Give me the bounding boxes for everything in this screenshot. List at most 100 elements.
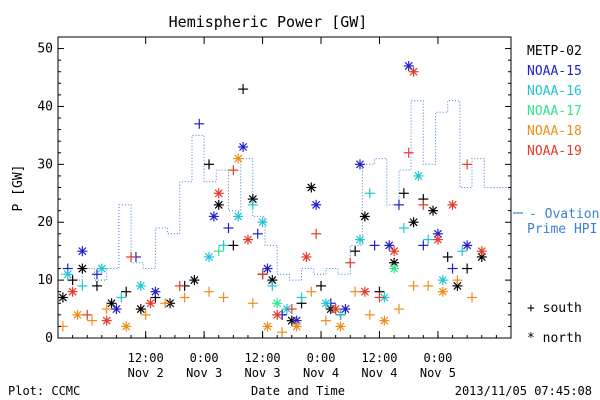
noaa-16-point (267, 280, 278, 291)
legend-ovation-label-1: - Ovation (529, 207, 599, 222)
noaa-19-point (286, 304, 297, 315)
noaa-19-point (359, 286, 370, 297)
metp-02-point (442, 251, 453, 262)
noaa-16-point (257, 217, 268, 228)
noaa-16-point (398, 223, 409, 234)
noaa-18-point (467, 292, 478, 303)
y-tick-label: 0 (45, 331, 53, 346)
x-tick-label-date: Nov 2 (128, 366, 164, 380)
legend-entry-noaa-17: NOAA-17 (527, 104, 582, 119)
metp-02-point (121, 286, 132, 297)
noaa-15-point (384, 240, 395, 251)
noaa-17-point (272, 298, 283, 309)
noaa-15-point (462, 240, 473, 251)
noaa-19-point (67, 286, 78, 297)
noaa-18-point (121, 321, 132, 332)
x-tick-label-time: 12:00 (361, 351, 397, 365)
noaa-15-point (355, 159, 365, 170)
plot-area (57, 36, 512, 339)
y-tick-label: 20 (37, 215, 53, 230)
noaa-15-point (194, 118, 205, 129)
noaa-15-point (262, 263, 273, 274)
noaa-16-point (135, 280, 146, 291)
noaa-19-point (374, 292, 385, 303)
y-tick-label: 30 (37, 157, 53, 172)
noaa-19-point (126, 251, 137, 262)
noaa-19-point (257, 269, 268, 280)
noaa-16-point (335, 309, 346, 320)
metp-02-point (189, 275, 200, 286)
metp-02-point (398, 188, 409, 199)
noaa-16-point (413, 170, 424, 181)
noaa-18-point (393, 304, 404, 315)
footer-source: Plot: CCMC (8, 384, 80, 398)
x-tick-label-time: 0:00 (307, 351, 336, 365)
legend: METP-02 NOAA-15 NOAA-16 NOAA-17 NOAA-18 NOAA-… (513, 44, 599, 346)
metp-02-point (316, 280, 327, 291)
noaa-16-point (423, 234, 434, 245)
noaa-18-point (408, 280, 419, 291)
x-tick-label-time: 12:00 (128, 351, 164, 365)
noaa-16-point (77, 280, 88, 291)
x-tick-label-date: Nov 3 (245, 366, 281, 380)
noaa-19-point (345, 257, 356, 268)
x-tick-label-date: Nov 3 (186, 366, 222, 380)
legend-entry-noaa-15: NOAA-15 (527, 64, 582, 79)
noaa-19-point (418, 199, 429, 210)
chart-title: Hemispheric Power [GW] (169, 13, 368, 31)
y-tick-label: 50 (37, 42, 53, 57)
noaa-19-point (403, 147, 414, 158)
noaa-15-point (369, 240, 380, 251)
noaa-18-point (101, 304, 112, 315)
legend-marker-south: + south (527, 301, 582, 316)
legend-entry-noaa-16: NOAA-16 (527, 84, 582, 99)
legend-ovation-label-2: Prime HPI (527, 222, 597, 237)
metp-02-point (428, 205, 439, 216)
metp-02-point (359, 211, 370, 222)
noaa-15-point (340, 304, 351, 315)
noaa-18-point (204, 286, 214, 297)
x-tick-label-time: 0:00 (423, 351, 452, 365)
x-tick-label-date: Nov 4 (303, 366, 339, 380)
noaa-17-point (389, 263, 400, 274)
noaa-15-point (447, 263, 458, 274)
footer-timestamp: 2013/11/05 07:45:08 (455, 384, 592, 398)
metp-02-point (452, 280, 463, 291)
noaa-16-point (233, 211, 244, 222)
noaa-18-point (423, 280, 434, 291)
noaa-19-point (447, 199, 458, 210)
noaa-18-point (277, 327, 288, 338)
noaa-16-point (457, 246, 468, 257)
noaa-19-point (432, 234, 443, 245)
noaa-18-point (233, 153, 244, 164)
legend-entry-noaa-18: NOAA-18 (527, 124, 582, 139)
noaa-19-point (330, 304, 341, 315)
noaa-19-point (311, 228, 322, 239)
metp-02-point (228, 240, 239, 251)
ovation-model-layer (58, 100, 511, 281)
metp-02-point (267, 275, 278, 286)
noaa-18-point (379, 315, 390, 326)
noaa-15-point (150, 286, 161, 297)
x-tick-label-time: 0:00 (190, 351, 219, 365)
noaa-16-point (320, 298, 331, 309)
noaa-18-point (320, 315, 331, 326)
noaa-16-point (116, 292, 127, 303)
noaa-18-point (437, 286, 448, 297)
legend-entry-noaa-19: NOAA-19 (527, 144, 582, 159)
metp-02-point (213, 199, 224, 210)
noaa-16-point (96, 263, 107, 274)
x-axis-label: Date and Time (251, 384, 345, 398)
metp-02-point (462, 263, 473, 274)
x-tick-label-date: Nov 4 (361, 366, 397, 380)
noaa-15-point (252, 228, 263, 239)
metp-02-point (408, 217, 419, 228)
noaa-16-point (204, 251, 214, 262)
noaa-15-point (403, 60, 414, 71)
noaa-16-point (437, 275, 448, 286)
noaa-18-point (291, 321, 302, 332)
noaa-15-point (208, 211, 219, 222)
metp-02-point (204, 159, 214, 170)
